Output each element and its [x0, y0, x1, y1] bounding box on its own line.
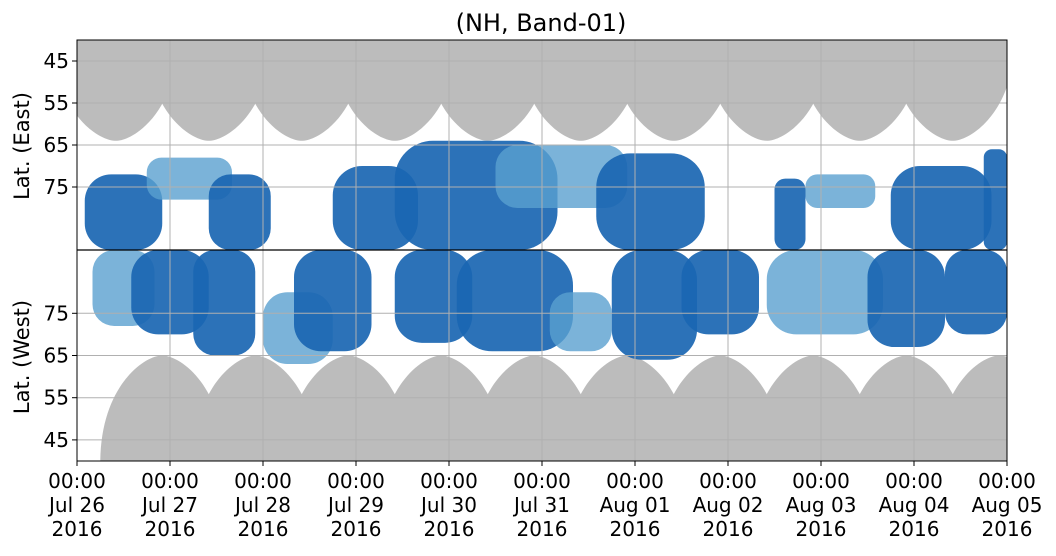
- coverage-gap-east-6: [611, 40, 736, 141]
- echo-region-west-13: [193, 250, 256, 356]
- x-tick-label-4: 00:00 Jul 30 2016: [419, 469, 478, 541]
- y-tick-label-east-2: 65: [44, 133, 69, 157]
- coverage-gap-east-1: [146, 40, 271, 141]
- coverage-gap-east-2: [239, 40, 364, 141]
- coverage-gap-east-4: [425, 40, 550, 141]
- echo-region-east-9: [890, 166, 992, 250]
- coverage-gap-east-3: [332, 40, 457, 141]
- y-axis-label-west: Lat. (West): [10, 300, 34, 414]
- y-tick-label-west-2: 55: [44, 386, 69, 410]
- y-ticks: 45 55 65 75 75 65 55 45: [44, 49, 77, 452]
- x-ticks: 00:00 Jul 26 2016 00:00 Jul 27 2016 00:00 Jul 2…: [47, 461, 1042, 541]
- echo-region-west-19: [611, 250, 697, 360]
- echo-region-west-21: [766, 250, 883, 335]
- x-tick-label-1: 00:00 Jul 27 2016: [140, 469, 199, 541]
- echo-region-west-23: [945, 250, 1007, 335]
- y-tick-label-east-3: 75: [44, 175, 69, 199]
- x-tick-label-5: 00:00 Jul 31 2016: [512, 469, 571, 541]
- x-tick-label-10: 00:00 Aug 05 2016: [972, 469, 1043, 541]
- coverage-gap-west-0: [100, 355, 225, 461]
- echo-region-east-7: [774, 178, 806, 250]
- echo-region-west-16: [394, 250, 473, 343]
- echo-region-east-8: [805, 174, 876, 208]
- coverage-gap-east-7: [704, 40, 829, 141]
- echo-layer: [84, 140, 1007, 364]
- echo-region-west-15: [294, 250, 372, 352]
- x-tick-label-7: 00:00 Aug 02 2016: [693, 469, 764, 541]
- echo-region-east-2: [208, 174, 271, 250]
- coverage-gap-west-5: [565, 355, 690, 461]
- echo-region-east-10: [983, 149, 1007, 250]
- y-tick-label-east-0: 45: [44, 49, 69, 73]
- coverage-gap-west-4: [472, 355, 597, 461]
- echo-region-west-17: [456, 250, 573, 352]
- coverage-gap-west-2: [286, 355, 411, 461]
- plot-area: [77, 40, 1007, 461]
- echo-region-east-6: [596, 153, 705, 250]
- coverage-gap-layer: [77, 40, 1007, 461]
- x-tick-label-6: 00:00 Aug 01 2016: [600, 469, 671, 541]
- coverage-gap-west-9: [937, 355, 1007, 461]
- coverage-gap-east-8: [797, 40, 922, 141]
- echo-region-west-18: [549, 292, 612, 352]
- coverage-gap-west-8: [844, 355, 969, 461]
- coverage-gap-west-6: [658, 355, 783, 461]
- y-tick-label-east-1: 55: [44, 91, 69, 115]
- x-tick-label-8: 00:00 Aug 03 2016: [786, 469, 857, 541]
- echo-region-east-5: [495, 145, 628, 208]
- y-tick-label-west-1: 65: [44, 344, 69, 368]
- echo-region-east-0: [84, 174, 163, 250]
- coverage-gap-west-1: [193, 355, 318, 461]
- echo-region-west-20: [681, 250, 759, 335]
- x-tick-label-3: 00:00 Jul 29 2016: [326, 469, 385, 541]
- y-tick-label-west-0: 75: [44, 301, 69, 325]
- coverage-gap-east-5: [518, 40, 643, 141]
- coverage-gap-west-7: [751, 355, 876, 461]
- coverage-gap-west-3: [379, 355, 504, 461]
- x-tick-label-9: 00:00 Aug 04 2016: [879, 469, 950, 541]
- y-axis-label-east: Lat. (East): [10, 92, 34, 200]
- echo-region-west-22: [867, 250, 945, 348]
- chart-title: (NH, Band-01): [456, 9, 627, 37]
- y-tick-label-west-3: 45: [44, 428, 69, 452]
- x-tick-label-2: 00:00 Jul 28 2016: [233, 469, 292, 541]
- x-tick-label-0: 00:00 Jul 26 2016: [47, 469, 106, 541]
- coverage-gap-east-9: [890, 40, 1007, 141]
